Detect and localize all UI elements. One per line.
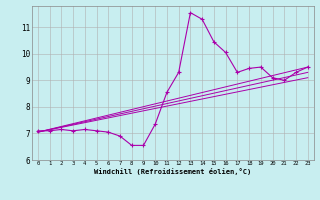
X-axis label: Windchill (Refroidissement éolien,°C): Windchill (Refroidissement éolien,°C) bbox=[94, 168, 252, 175]
